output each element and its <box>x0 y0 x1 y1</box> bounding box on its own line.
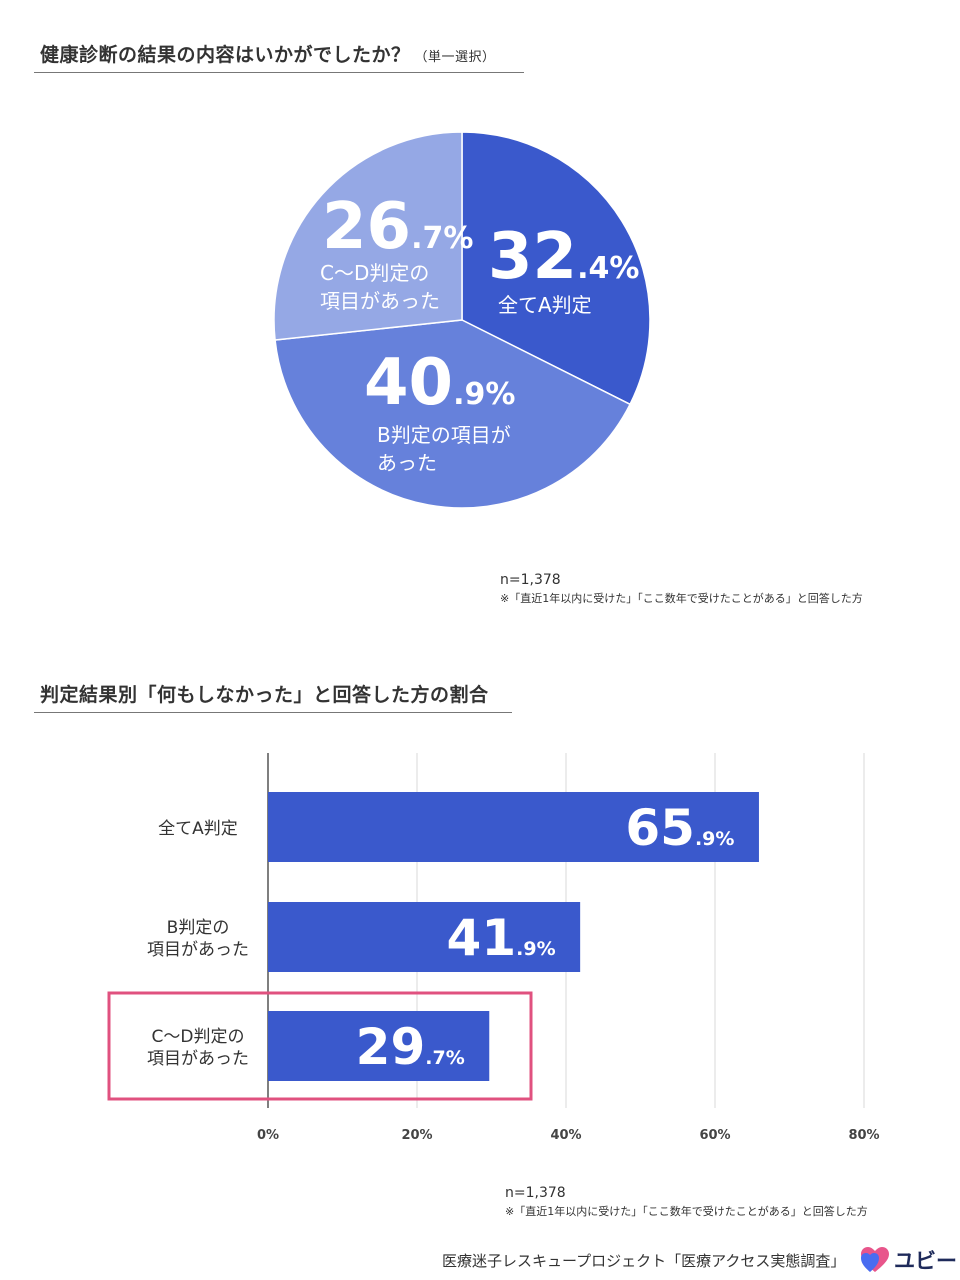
category-label-2: 項目があった <box>147 1049 249 1069</box>
pie-slice-value-2: 26.7% <box>322 190 473 264</box>
pie-chart-subtitle: （単一選択） <box>414 50 496 65</box>
bar-0 <box>268 792 759 862</box>
x-tick-label: 60% <box>699 1128 730 1143</box>
pie-slice-label-1: B判定の項目が <box>377 423 511 447</box>
bar-sample-size: n=1,378 <box>505 1185 566 1201</box>
pie-chart-title: 健康診断の結果の内容はいかがでしたか？ （単一選択） <box>40 40 496 67</box>
category-label-2: C～D判定の <box>152 1027 245 1047</box>
ubie-logo: ユビー <box>860 1245 957 1275</box>
x-tick-label: 80% <box>848 1128 879 1143</box>
pie-slice-value-1: 40.9% <box>364 346 515 420</box>
pie-caption: ※「直近1年以内に受けた」「ここ数年で受けたことがある」と回答した方 <box>500 592 863 605</box>
pie-title-underline <box>34 72 524 73</box>
category-label-1: B判定の <box>167 918 230 938</box>
bar-value-0: 65 <box>625 799 695 857</box>
bar-value-decimal-2: .7% <box>425 1047 464 1069</box>
bar-caption: ※「直近1年以内に受けた」「ここ数年で受けたことがある」と回答した方 <box>505 1205 868 1218</box>
bar-title-underline <box>34 712 512 713</box>
pie-slice-value-0: 32.4% <box>488 220 639 294</box>
x-tick-label: 0% <box>257 1128 279 1143</box>
bar-2 <box>268 1011 490 1081</box>
logo-text: ユビー <box>894 1249 957 1273</box>
pie-note: n=1,378 ※「直近1年以内に受けた」「ここ数年で受けたことがある」と回答し… <box>500 572 863 606</box>
bar-1 <box>268 902 581 972</box>
pie-sample-size: n=1,378 <box>500 572 561 588</box>
bar-value-1: 41 <box>447 909 517 967</box>
pie-slice-label-1: あった <box>377 451 437 475</box>
source-credit: 医療迷子レスキュープロジェクト「医療アクセス実態調査」 <box>442 1252 846 1270</box>
pie-chart-title-text: 健康診断の結果の内容はいかがでしたか？ <box>40 44 411 66</box>
bar-value-2: 29 <box>356 1018 426 1076</box>
highlight-box <box>107 991 533 1101</box>
category-label-1: 項目があった <box>147 940 249 960</box>
pie-slice-label-2: 項目があった <box>320 289 440 313</box>
category-label-0: 全てA判定 <box>158 819 238 839</box>
x-tick-label: 40% <box>550 1128 581 1143</box>
bar-chart-title: 判定結果別「何もしなかった」と回答した方の割合 <box>40 680 489 707</box>
pie-slice-0 <box>461 131 651 406</box>
pie-slice-2 <box>273 131 463 341</box>
bar-chart-title-text: 判定結果別「何もしなかった」と回答した方の割合 <box>40 684 489 706</box>
pie-slice-label-2: C～D判定の <box>320 261 429 285</box>
bar-value-decimal-1: .9% <box>516 938 555 960</box>
heart-logo-icon <box>861 1247 889 1272</box>
x-tick-label: 20% <box>401 1128 432 1143</box>
pie-slice-label-0: 全てA判定 <box>498 293 592 317</box>
pie-slice-1 <box>274 319 632 509</box>
bar-note: n=1,378 ※「直近1年以内に受けた」「ここ数年で受けたことがある」と回答し… <box>505 1185 868 1219</box>
bar-value-decimal-0: .9% <box>695 828 734 850</box>
